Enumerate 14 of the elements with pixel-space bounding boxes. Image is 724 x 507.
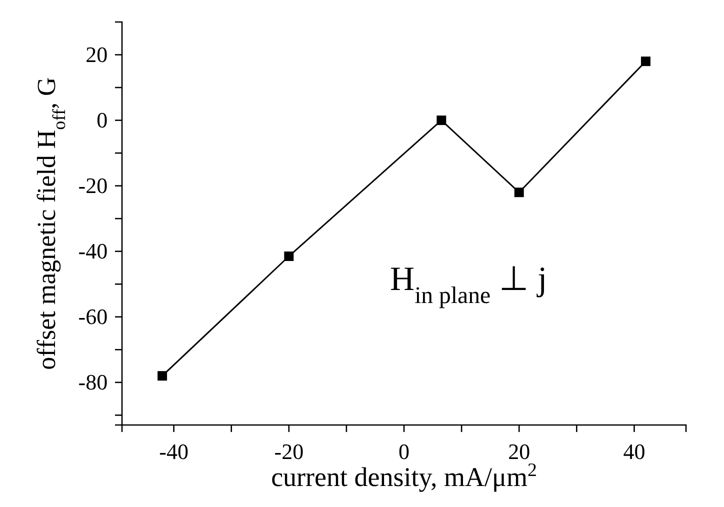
y-tick-label: -60 <box>78 304 108 329</box>
y-tick-label: -20 <box>78 172 108 198</box>
point <box>436 116 446 126</box>
y-tick-label: -80 <box>78 369 108 394</box>
y-tick-label: -40 <box>78 238 108 264</box>
point <box>514 188 524 198</box>
annotation: H$_{in plane}$ ⊥ j <box>390 261 548 309</box>
x-tick-label: -40 <box>159 439 188 464</box>
y-tick-label: 0 <box>96 107 108 132</box>
point <box>640 56 650 66</box>
y-tick-label: 20 <box>86 42 108 67</box>
point <box>284 252 294 262</box>
x-tick-label: 40 <box>623 439 646 464</box>
point <box>158 371 168 381</box>
